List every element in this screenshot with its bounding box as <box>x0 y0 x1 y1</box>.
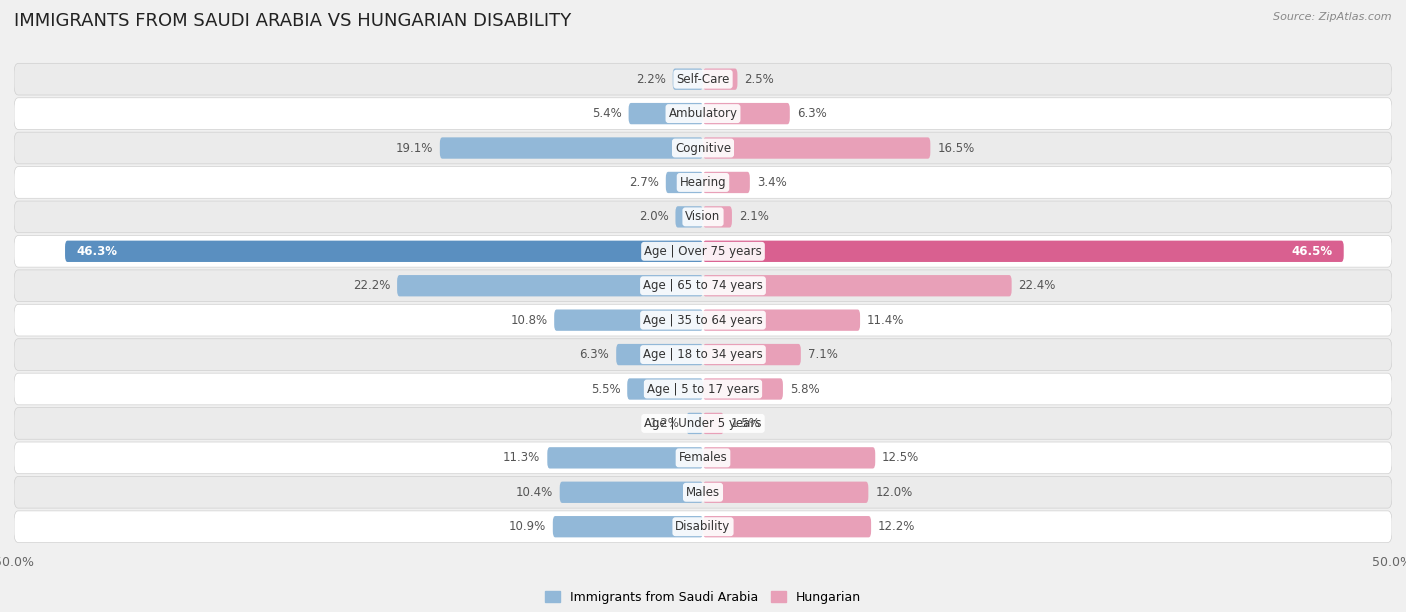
Text: Age | 65 to 74 years: Age | 65 to 74 years <box>643 279 763 292</box>
FancyBboxPatch shape <box>14 270 1392 302</box>
FancyBboxPatch shape <box>703 378 783 400</box>
Text: Age | 35 to 64 years: Age | 35 to 64 years <box>643 314 763 327</box>
FancyBboxPatch shape <box>672 69 703 90</box>
Text: 10.9%: 10.9% <box>509 520 546 533</box>
FancyBboxPatch shape <box>14 338 1392 370</box>
FancyBboxPatch shape <box>14 373 1392 405</box>
Text: 5.8%: 5.8% <box>790 382 820 395</box>
FancyBboxPatch shape <box>14 132 1392 164</box>
Text: 2.1%: 2.1% <box>738 211 769 223</box>
FancyBboxPatch shape <box>675 206 703 228</box>
FancyBboxPatch shape <box>14 511 1392 543</box>
FancyBboxPatch shape <box>553 516 703 537</box>
FancyBboxPatch shape <box>14 201 1392 233</box>
Text: 22.4%: 22.4% <box>1018 279 1056 292</box>
Text: 2.2%: 2.2% <box>636 73 666 86</box>
FancyBboxPatch shape <box>396 275 703 296</box>
FancyBboxPatch shape <box>14 98 1392 129</box>
FancyBboxPatch shape <box>14 63 1392 95</box>
Text: 12.5%: 12.5% <box>882 452 920 465</box>
Text: 5.5%: 5.5% <box>591 382 620 395</box>
Text: 2.5%: 2.5% <box>744 73 775 86</box>
Text: 2.7%: 2.7% <box>628 176 659 189</box>
FancyBboxPatch shape <box>14 442 1392 474</box>
FancyBboxPatch shape <box>703 69 738 90</box>
Text: 12.2%: 12.2% <box>877 520 915 533</box>
Text: 6.3%: 6.3% <box>579 348 609 361</box>
Text: 16.5%: 16.5% <box>938 141 974 154</box>
Text: 7.1%: 7.1% <box>807 348 838 361</box>
Text: Ambulatory: Ambulatory <box>668 107 738 120</box>
Text: Vision: Vision <box>685 211 721 223</box>
Text: 12.0%: 12.0% <box>875 486 912 499</box>
Text: 11.4%: 11.4% <box>868 314 904 327</box>
FancyBboxPatch shape <box>703 447 875 469</box>
Text: IMMIGRANTS FROM SAUDI ARABIA VS HUNGARIAN DISABILITY: IMMIGRANTS FROM SAUDI ARABIA VS HUNGARIA… <box>14 12 571 30</box>
Text: 2.0%: 2.0% <box>638 211 669 223</box>
Text: 46.3%: 46.3% <box>76 245 117 258</box>
Text: Source: ZipAtlas.com: Source: ZipAtlas.com <box>1274 12 1392 22</box>
FancyBboxPatch shape <box>686 412 703 434</box>
Text: Age | Under 5 years: Age | Under 5 years <box>644 417 762 430</box>
FancyBboxPatch shape <box>703 172 749 193</box>
FancyBboxPatch shape <box>14 408 1392 439</box>
FancyBboxPatch shape <box>14 304 1392 336</box>
Text: 19.1%: 19.1% <box>395 141 433 154</box>
Text: Age | 18 to 34 years: Age | 18 to 34 years <box>643 348 763 361</box>
Text: 10.8%: 10.8% <box>510 314 547 327</box>
Text: Age | 5 to 17 years: Age | 5 to 17 years <box>647 382 759 395</box>
Text: 1.2%: 1.2% <box>650 417 679 430</box>
Text: Females: Females <box>679 452 727 465</box>
FancyBboxPatch shape <box>666 172 703 193</box>
Text: 22.2%: 22.2% <box>353 279 391 292</box>
Text: Males: Males <box>686 486 720 499</box>
FancyBboxPatch shape <box>703 137 931 159</box>
FancyBboxPatch shape <box>703 275 1012 296</box>
Text: 6.3%: 6.3% <box>797 107 827 120</box>
Text: 1.5%: 1.5% <box>731 417 761 430</box>
FancyBboxPatch shape <box>703 103 790 124</box>
FancyBboxPatch shape <box>703 412 724 434</box>
FancyBboxPatch shape <box>14 166 1392 198</box>
FancyBboxPatch shape <box>703 241 1344 262</box>
Text: 3.4%: 3.4% <box>756 176 786 189</box>
FancyBboxPatch shape <box>703 344 801 365</box>
FancyBboxPatch shape <box>547 447 703 469</box>
Text: Cognitive: Cognitive <box>675 141 731 154</box>
Text: 5.4%: 5.4% <box>592 107 621 120</box>
FancyBboxPatch shape <box>703 310 860 331</box>
FancyBboxPatch shape <box>703 482 869 503</box>
FancyBboxPatch shape <box>628 103 703 124</box>
Text: 46.5%: 46.5% <box>1292 245 1333 258</box>
Text: Disability: Disability <box>675 520 731 533</box>
Text: 10.4%: 10.4% <box>516 486 553 499</box>
FancyBboxPatch shape <box>554 310 703 331</box>
FancyBboxPatch shape <box>616 344 703 365</box>
FancyBboxPatch shape <box>627 378 703 400</box>
Legend: Immigrants from Saudi Arabia, Hungarian: Immigrants from Saudi Arabia, Hungarian <box>540 586 866 609</box>
FancyBboxPatch shape <box>703 206 733 228</box>
Text: Self-Care: Self-Care <box>676 73 730 86</box>
Text: 11.3%: 11.3% <box>503 452 540 465</box>
FancyBboxPatch shape <box>14 236 1392 267</box>
Text: Hearing: Hearing <box>679 176 727 189</box>
Text: Age | Over 75 years: Age | Over 75 years <box>644 245 762 258</box>
FancyBboxPatch shape <box>703 516 872 537</box>
FancyBboxPatch shape <box>440 137 703 159</box>
FancyBboxPatch shape <box>14 476 1392 508</box>
FancyBboxPatch shape <box>65 241 703 262</box>
FancyBboxPatch shape <box>560 482 703 503</box>
